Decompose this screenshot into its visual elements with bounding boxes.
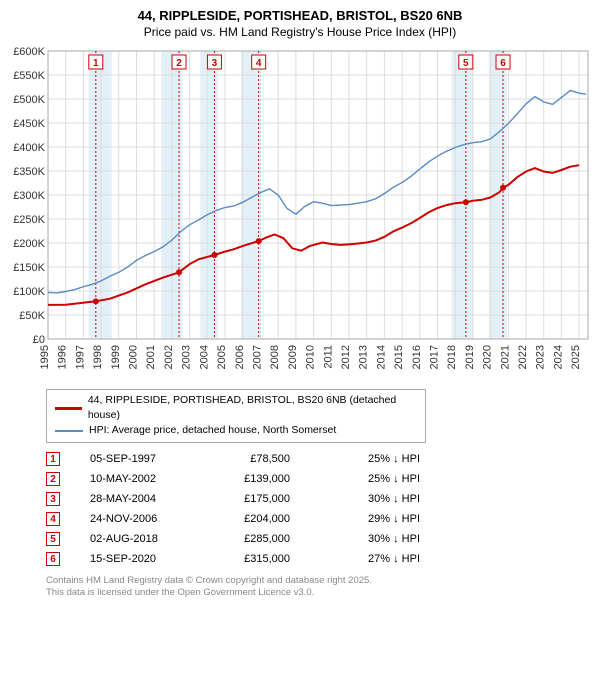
sale-date: 15-SEP-2020 [90, 553, 220, 565]
svg-text:2: 2 [176, 58, 182, 69]
svg-text:3: 3 [212, 58, 218, 69]
svg-text:2019: 2019 [464, 345, 476, 369]
svg-text:2009: 2009 [287, 345, 299, 369]
sale-diff: 25% ↓ HPI [330, 453, 420, 465]
sale-diff: 29% ↓ HPI [330, 513, 420, 525]
svg-text:£150K: £150K [13, 262, 45, 274]
sale-marker-box: 6 [46, 552, 60, 566]
svg-text:2020: 2020 [482, 345, 494, 369]
table-row: 4 24-NOV-2006£204,00029% ↓ HPI [46, 509, 596, 529]
svg-text:2013: 2013 [358, 345, 370, 369]
legend-swatch-blue [55, 430, 83, 432]
svg-text:2018: 2018 [446, 345, 458, 369]
chart-subtitle: Price paid vs. HM Land Registry's House … [4, 25, 596, 39]
svg-text:2011: 2011 [322, 345, 334, 369]
svg-text:2008: 2008 [269, 345, 281, 369]
svg-text:£300K: £300K [13, 190, 45, 202]
svg-text:1999: 1999 [110, 345, 122, 369]
svg-text:2002: 2002 [163, 345, 175, 369]
svg-text:2024: 2024 [552, 345, 564, 369]
footer-line1: Contains HM Land Registry data © Crown c… [46, 575, 596, 587]
svg-text:2014: 2014 [375, 345, 387, 369]
sale-date: 28-MAY-2004 [90, 493, 220, 505]
svg-text:£250K: £250K [13, 214, 45, 226]
sale-date: 10-MAY-2002 [90, 473, 220, 485]
svg-text:£350K: £350K [13, 166, 45, 178]
sale-date: 24-NOV-2006 [90, 513, 220, 525]
svg-text:£450K: £450K [13, 118, 45, 130]
svg-text:2004: 2004 [198, 345, 210, 369]
legend-row-red: 44, RIPPLESIDE, PORTISHEAD, BRISTOL, BS2… [55, 393, 417, 423]
sale-diff: 27% ↓ HPI [330, 553, 420, 565]
sales-table: 1 05-SEP-1997£78,50025% ↓ HPI 2 10-MAY-2002… [46, 449, 596, 569]
chart-container: 44, RIPPLESIDE, PORTISHEAD, BRISTOL, BS2… [0, 0, 600, 603]
legend-row-blue: HPI: Average price, detached house, Nort… [55, 423, 417, 438]
svg-text:£50K: £50K [19, 310, 45, 322]
sale-price: £139,000 [220, 473, 330, 485]
svg-text:£500K: £500K [13, 94, 45, 106]
svg-text:2006: 2006 [234, 345, 246, 369]
sale-diff: 30% ↓ HPI [330, 533, 420, 545]
table-row: 3 28-MAY-2004£175,00030% ↓ HPI [46, 489, 596, 509]
svg-text:1995: 1995 [39, 345, 51, 369]
legend-label-blue: HPI: Average price, detached house, Nort… [89, 423, 336, 438]
svg-text:2010: 2010 [305, 345, 317, 369]
svg-text:1997: 1997 [74, 345, 86, 369]
sale-diff: 25% ↓ HPI [330, 473, 420, 485]
svg-text:1: 1 [93, 58, 99, 69]
legend-swatch-red [55, 407, 82, 410]
sale-marker-box: 3 [46, 492, 60, 506]
svg-text:2022: 2022 [517, 345, 529, 369]
sale-price: £175,000 [220, 493, 330, 505]
sale-diff: 30% ↓ HPI [330, 493, 420, 505]
table-row: 6 15-SEP-2020£315,00027% ↓ HPI [46, 549, 596, 569]
table-row: 5 02-AUG-2018£285,00030% ↓ HPI [46, 529, 596, 549]
legend-label-red: 44, RIPPLESIDE, PORTISHEAD, BRISTOL, BS2… [88, 393, 417, 423]
svg-text:2001: 2001 [145, 345, 157, 369]
svg-text:5: 5 [463, 58, 469, 69]
svg-text:£200K: £200K [13, 238, 45, 250]
sale-marker-box: 2 [46, 472, 60, 486]
svg-text:2003: 2003 [181, 345, 193, 369]
svg-text:2012: 2012 [340, 345, 352, 369]
sale-marker-box: 4 [46, 512, 60, 526]
chart-plot: £0 £50K £100K £150K £200K £250K £300K £350K £400… [8, 45, 596, 385]
table-row: 1 05-SEP-1997£78,50025% ↓ HPI [46, 449, 596, 469]
sale-price: £204,000 [220, 513, 330, 525]
chart-svg: £0 £50K £100K £150K £200K £250K £300K £350K £400… [8, 45, 598, 385]
svg-text:2007: 2007 [251, 345, 263, 369]
sale-price: £315,000 [220, 553, 330, 565]
svg-text:£400K: £400K [13, 142, 45, 154]
svg-text:2023: 2023 [535, 345, 547, 369]
svg-text:£100K: £100K [13, 286, 45, 298]
svg-text:2015: 2015 [393, 345, 405, 369]
sale-marker-box: 5 [46, 532, 60, 546]
svg-text:2016: 2016 [411, 345, 423, 369]
svg-text:1996: 1996 [57, 345, 69, 369]
sale-marker-box: 1 [46, 452, 60, 466]
svg-text:£0: £0 [33, 334, 45, 346]
svg-text:2025: 2025 [570, 345, 582, 369]
table-row: 2 10-MAY-2002£139,00025% ↓ HPI [46, 469, 596, 489]
svg-text:2021: 2021 [499, 345, 511, 369]
svg-text:1998: 1998 [92, 345, 104, 369]
sale-date: 02-AUG-2018 [90, 533, 220, 545]
legend: 44, RIPPLESIDE, PORTISHEAD, BRISTOL, BS2… [46, 389, 426, 443]
svg-text:4: 4 [256, 58, 262, 69]
svg-text:2005: 2005 [216, 345, 228, 369]
svg-text:£550K: £550K [13, 70, 45, 82]
chart-title: 44, RIPPLESIDE, PORTISHEAD, BRISTOL, BS2… [4, 8, 596, 23]
svg-text:2017: 2017 [429, 345, 441, 369]
svg-text:6: 6 [500, 58, 506, 69]
svg-text:£600K: £600K [13, 46, 45, 58]
sale-price: £78,500 [220, 453, 330, 465]
sale-price: £285,000 [220, 533, 330, 545]
sale-date: 05-SEP-1997 [90, 453, 220, 465]
footer: Contains HM Land Registry data © Crown c… [46, 575, 596, 599]
footer-line2: This data is licensed under the Open Gov… [46, 587, 596, 599]
svg-text:2000: 2000 [128, 345, 140, 369]
